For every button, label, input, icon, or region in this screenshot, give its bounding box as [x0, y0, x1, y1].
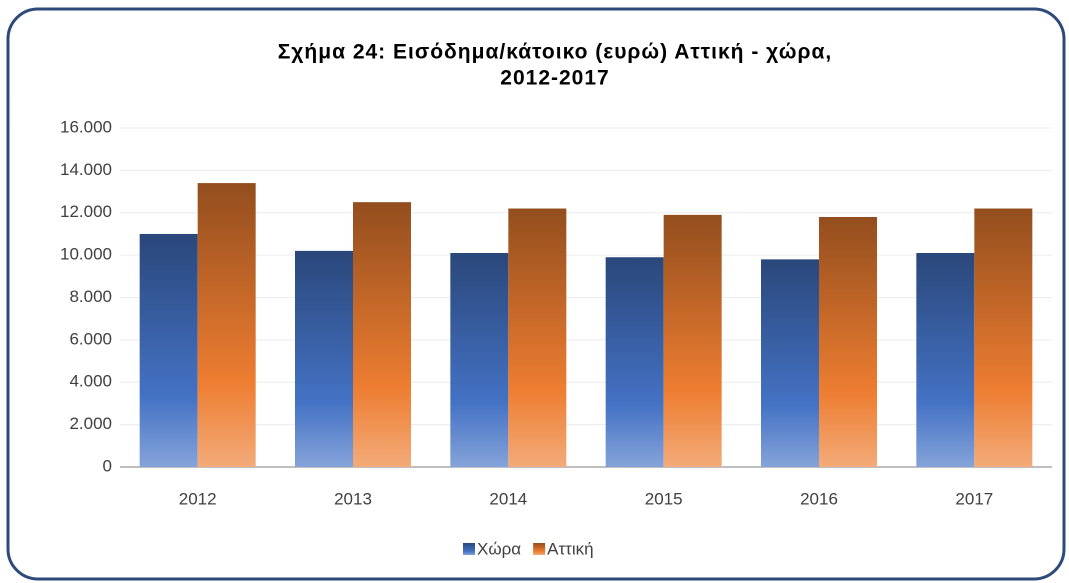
bar: [295, 250, 353, 467]
bar: [663, 214, 722, 467]
chart-title: Σχήμα 24: Εισόδημα/κάτοικο (ευρώ) Αττική…: [278, 41, 833, 64]
x-tick-label: 2017: [955, 489, 993, 508]
y-tick-label: 10.000: [60, 245, 112, 264]
bar: [139, 233, 198, 467]
bar: [450, 253, 509, 467]
bar: [353, 202, 411, 467]
legend-label: Χώρα: [477, 539, 521, 558]
chart-title: 2012-2017: [500, 67, 609, 90]
legend-swatch: [463, 543, 475, 555]
bar: [605, 257, 664, 467]
y-tick-label: 16.000: [60, 117, 112, 136]
legend-label: Αττική: [547, 539, 594, 558]
bar: [761, 259, 819, 467]
legend-swatch: [533, 543, 546, 555]
y-tick-label: 6.000: [69, 329, 112, 348]
bar: [974, 208, 1033, 467]
y-tick-label: 2.000: [69, 414, 112, 433]
y-tick-label: 14.000: [60, 160, 112, 179]
bar: [197, 183, 256, 467]
x-tick-label: 2014: [489, 489, 527, 508]
x-tick-label: 2013: [334, 489, 372, 508]
y-tick-label: 8.000: [69, 287, 112, 306]
bar: [819, 216, 877, 467]
x-tick-label: 2012: [179, 489, 217, 508]
bar: [508, 208, 567, 467]
y-tick-label: 0: [103, 456, 112, 475]
x-tick-label: 2015: [645, 489, 683, 508]
bar: [916, 253, 975, 467]
y-tick-label: 4.000: [69, 372, 112, 391]
y-tick-label: 12.000: [60, 202, 112, 221]
x-tick-label: 2016: [800, 489, 838, 508]
